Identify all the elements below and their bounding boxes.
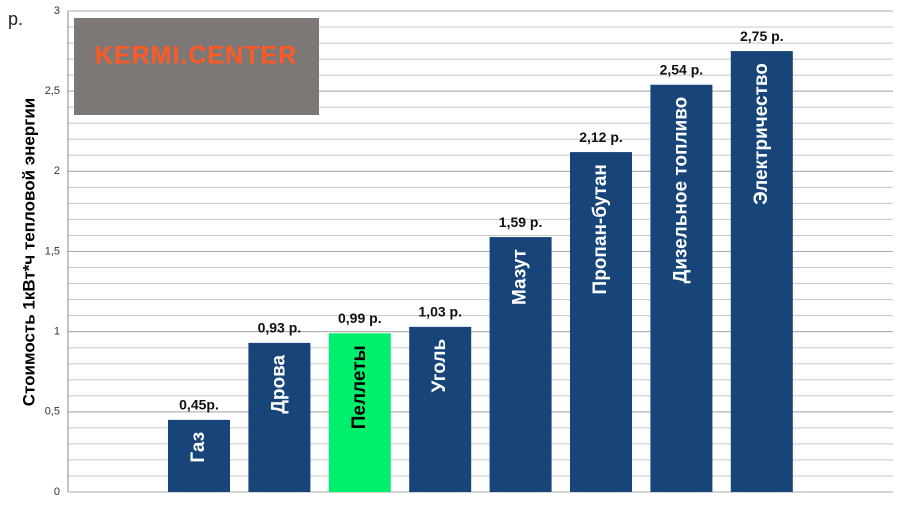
y-tick-label: 2 bbox=[54, 165, 60, 177]
category-label: Мазут bbox=[510, 249, 531, 305]
y-tick-label: 1 bbox=[54, 326, 60, 338]
watermark-box bbox=[74, 18, 319, 115]
y-tick-label: 3 bbox=[54, 5, 60, 17]
category-label: Электричество bbox=[751, 63, 772, 205]
category-label: Пропан-бутан bbox=[590, 164, 611, 294]
bar bbox=[248, 342, 311, 492]
watermark: KERMI.CENTER bbox=[95, 42, 297, 70]
value-label: 0,93 р. bbox=[258, 320, 302, 336]
value-label: 0,99 р. bbox=[338, 310, 382, 326]
category-label: Уголь bbox=[429, 339, 450, 393]
bar bbox=[409, 326, 472, 492]
category-label: Пеллеты bbox=[349, 345, 370, 429]
value-label: 0,45р. bbox=[179, 397, 219, 413]
category-label: Дрова bbox=[268, 354, 289, 413]
bar bbox=[489, 237, 552, 492]
y-tick-label: 2,5 bbox=[45, 85, 60, 97]
category-label: Дизельное топливо bbox=[670, 97, 691, 284]
bar bbox=[730, 51, 793, 492]
value-label: 1,59 р. bbox=[499, 214, 543, 230]
y-tick-label: 1,5 bbox=[45, 245, 60, 257]
bar bbox=[570, 152, 632, 493]
bar bbox=[650, 84, 713, 493]
value-label: 2,12 р. bbox=[579, 129, 623, 145]
value-label: 1,03 р. bbox=[418, 304, 462, 320]
y-axis-label: Стоимость 1кВт*ч тепловой энергии bbox=[19, 98, 38, 407]
bar bbox=[328, 333, 391, 492]
y-tick-label: 0 bbox=[54, 486, 60, 498]
unit-label: р. bbox=[8, 9, 23, 29]
bar bbox=[168, 419, 230, 492]
value-label: 2,75 р. bbox=[740, 28, 784, 44]
category-label: Газ bbox=[188, 432, 209, 463]
y-tick-label: 0,5 bbox=[45, 406, 60, 418]
value-label: 2,54 р. bbox=[660, 61, 704, 77]
